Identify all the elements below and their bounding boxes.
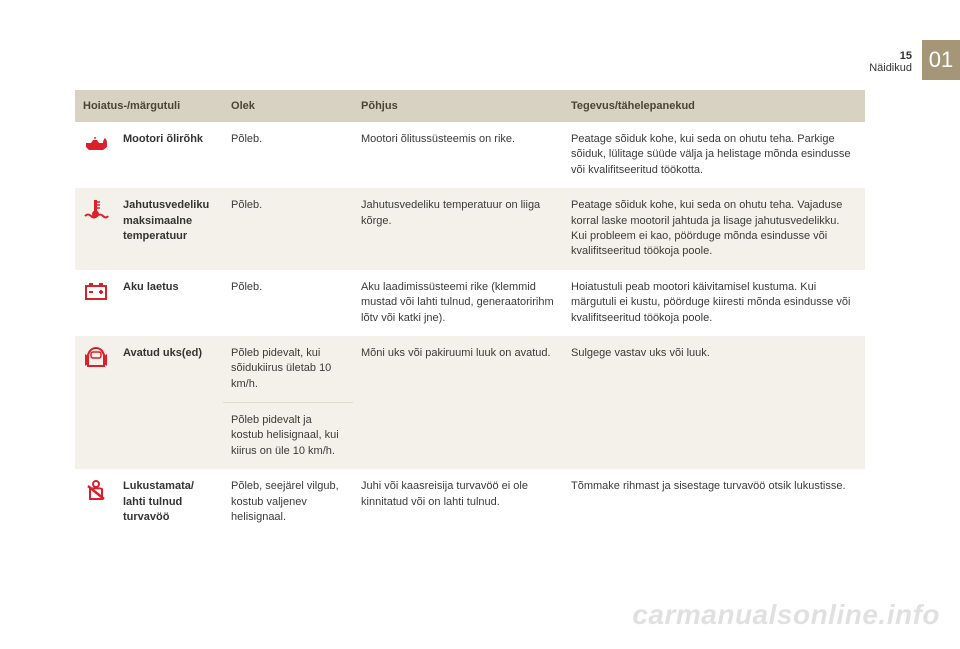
indicator-label: Lukustamata/ lahti tulnud turvavöö — [115, 469, 223, 535]
state-cell: Põleb. — [223, 188, 353, 270]
state-cell: Põleb. — [223, 270, 353, 336]
table-row: Avatud uks(ed)Põleb pidevalt, kui sõiduk… — [75, 336, 865, 403]
cause-cell: Mootori õlitussüsteemis on rike. — [353, 122, 563, 188]
state-cell: Põleb, seejärel vilgub, kostub valjenev … — [223, 469, 353, 535]
table-row: Aku laetusPõleb.Aku laadimissüsteemi rik… — [75, 270, 865, 336]
indicator-table: Hoiatus-/märgutuli Olek Põhjus Tegevus/t… — [75, 90, 865, 535]
oil-icon — [75, 122, 115, 188]
col-header-indicator: Hoiatus-/märgutuli — [75, 90, 223, 122]
state-cell: Põleb pidevalt ja kostub helisignaal, ku… — [223, 403, 353, 470]
cause-cell: Jahutusvedeliku temperatuur on liiga kõr… — [353, 188, 563, 270]
action-cell: Sulgege vastav uks või luuk. — [563, 336, 865, 469]
indicator-label: Aku laetus — [115, 270, 223, 336]
table-header-row: Hoiatus-/märgutuli Olek Põhjus Tegevus/t… — [75, 90, 865, 122]
watermark: carmanualsonline.info — [632, 599, 940, 631]
state-cell: Põleb pidevalt, kui sõidukiirus ületab 1… — [223, 336, 353, 403]
door-icon — [75, 336, 115, 469]
col-header-state: Olek — [223, 90, 353, 122]
cause-cell: Juhi või kaasreisija turvavöö ei ole kin… — [353, 469, 563, 535]
seatbelt-icon — [75, 469, 115, 535]
col-header-cause: Põhjus — [353, 90, 563, 122]
page-number: 15 — [869, 50, 912, 62]
col-header-action: Tegevus/tähelepanekud — [563, 90, 865, 122]
indicator-label: Avatud uks(ed) — [115, 336, 223, 469]
table-row: Lukustamata/ lahti tulnud turvavööPõleb,… — [75, 469, 865, 535]
table-row: Jahutusvedeliku maksimaalne temperatuurP… — [75, 188, 865, 270]
action-cell: Peatage sõiduk kohe, kui seda on ohutu t… — [563, 188, 865, 270]
section-title: Näidikud — [869, 62, 912, 74]
action-cell: Hoiatustuli peab mootori käivitamisel ku… — [563, 270, 865, 336]
indicator-label: Mootori õlirõhk — [115, 122, 223, 188]
main-content: Hoiatus-/märgutuli Olek Põhjus Tegevus/t… — [75, 90, 865, 535]
state-cell: Põleb. — [223, 122, 353, 188]
temp-icon — [75, 188, 115, 270]
chapter-tab: 01 — [922, 40, 960, 80]
table-row: Mootori õlirõhkPõleb.Mootori õlitussüste… — [75, 122, 865, 188]
indicator-label: Jahutusvedeliku maksimaalne temperatuur — [115, 188, 223, 270]
page-meta: 15 Näidikud — [869, 50, 912, 74]
cause-cell: Mõni uks või pakiruumi luuk on avatud. — [353, 336, 563, 469]
cause-cell: Aku laadimissüsteemi rike (klemmid musta… — [353, 270, 563, 336]
action-cell: Tõmmake rihmast ja sisestage turvavöö ot… — [563, 469, 865, 535]
action-cell: Peatage sõiduk kohe, kui seda on ohutu t… — [563, 122, 865, 188]
battery-icon — [75, 270, 115, 336]
